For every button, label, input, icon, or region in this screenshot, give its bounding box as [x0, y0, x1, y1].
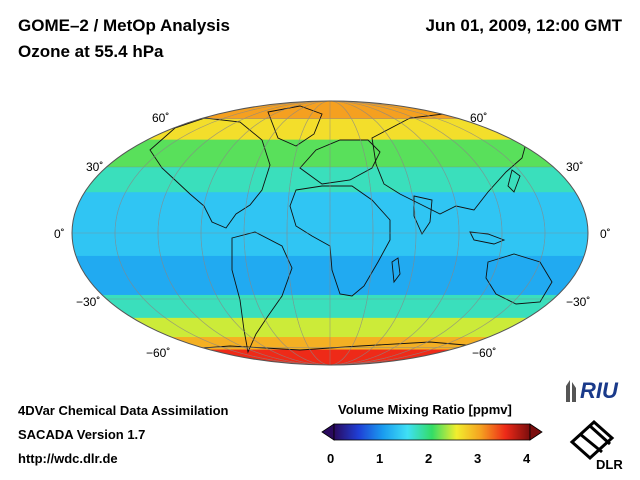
dlr-logo: DLR: [569, 419, 623, 472]
lat-label-right-30: 30˚: [566, 160, 584, 174]
map-subtitle: Ozone at 55.4 hPa: [18, 42, 164, 61]
colorbar-tick-4: 4: [523, 451, 531, 466]
riu-logo-text: RIU: [580, 378, 619, 403]
lat-label-right-minus60: −60˚: [472, 346, 497, 360]
colorbar-tick-2: 2: [425, 451, 433, 466]
map-title: GOME–2 / MetOp Analysis: [18, 16, 230, 35]
colorbar-bar: [333, 423, 531, 441]
colorbar-tick-1: 1: [376, 451, 384, 466]
colorbar-low-arrow: [321, 423, 335, 441]
coastline-indonesia: [469, 231, 506, 245]
meridian-1: [286, 101, 374, 365]
lat-label-left-30: 30˚: [86, 160, 104, 174]
map-datetime: Jun 01, 2009, 12:00 GMT: [425, 16, 622, 35]
coastline-india: [413, 195, 433, 235]
lat-label-right-60: 60˚: [470, 111, 488, 125]
lat-label-right-0: 0˚: [600, 227, 611, 241]
footer-version: SACADA Version 1.7: [18, 427, 146, 442]
lat-label-left-minus60: −60˚: [146, 346, 171, 360]
graticule: [72, 101, 588, 365]
meridian-5: [114, 101, 546, 365]
riu-logo: RIU: [566, 378, 619, 403]
coastline-north-america: [149, 117, 271, 229]
colorbar-high-arrow: [529, 423, 543, 441]
coastline-greenland: [267, 105, 323, 147]
lat-label-left-0: 0˚: [54, 227, 65, 241]
meridian-3: [200, 101, 460, 365]
colorbar-tick-0: 0: [327, 451, 335, 466]
coastline-europe: [299, 139, 381, 185]
lat-label-left-60: 60˚: [152, 111, 170, 125]
dlr-logo-text: DLR: [596, 457, 623, 472]
lat-label-right-minus30: −30˚: [566, 295, 591, 309]
colorbar-title: Volume Mixing Ratio [ppmv]: [338, 402, 512, 417]
footer-method: 4DVar Chemical Data Assimilation: [18, 403, 229, 418]
colorbar-tick-3: 3: [474, 451, 482, 466]
meridian-2: [243, 101, 417, 365]
coastline-south-america: [231, 231, 293, 354]
footer-url[interactable]: http://wdc.dlr.de: [18, 451, 118, 466]
coastline-africa: [289, 185, 391, 297]
coastline-madagascar: [391, 257, 401, 284]
coastline-japan: [507, 169, 521, 193]
lat-label-left-minus30: −30˚: [76, 295, 101, 309]
globe-outline: [71, 100, 589, 366]
colorbar: [321, 423, 543, 441]
meridian-4: [157, 101, 503, 365]
